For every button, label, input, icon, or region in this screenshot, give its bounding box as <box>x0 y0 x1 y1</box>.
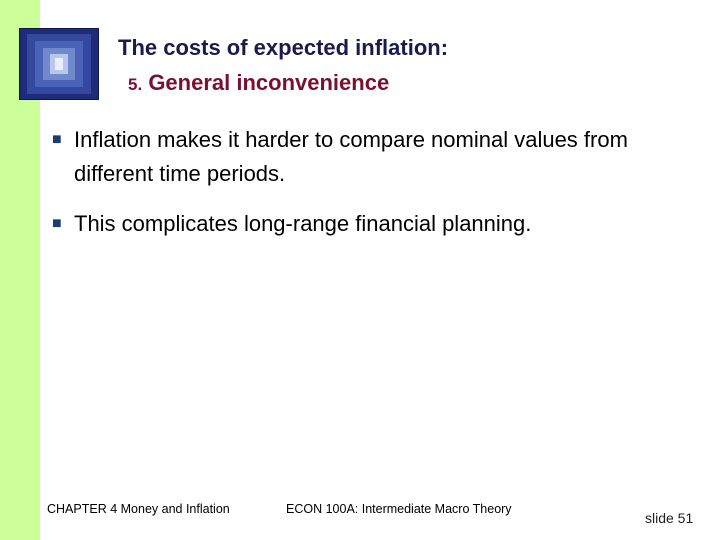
footer-chapter: CHAPTER 4 Money and Inflation <box>47 502 230 516</box>
bullet-text: This complicates long-range financial pl… <box>74 211 532 236</box>
bullet-item: ■ This complicates long-range financial … <box>52 207 692 241</box>
square-bullet-icon: ■ <box>52 215 62 232</box>
footer-course: ECON 100A: Intermediate Macro Theory <box>286 502 512 516</box>
slide-title: The costs of expected inflation: <box>118 35 449 60</box>
square-tunnel-icon <box>19 28 99 100</box>
slide-subtitle: 5. General inconvenience <box>128 70 389 96</box>
slide-number: slide 51 <box>645 510 694 526</box>
subtitle-text: General inconvenience <box>148 70 390 95</box>
square-bullet-icon: ■ <box>52 131 62 148</box>
bullet-item: ■ Inflation makes it harder to compare n… <box>52 123 692 191</box>
bullet-list: ■ Inflation makes it harder to compare n… <box>52 123 692 257</box>
subtitle-number: 5. <box>128 75 143 94</box>
bullet-text: Inflation makes it harder to compare nom… <box>74 127 628 186</box>
